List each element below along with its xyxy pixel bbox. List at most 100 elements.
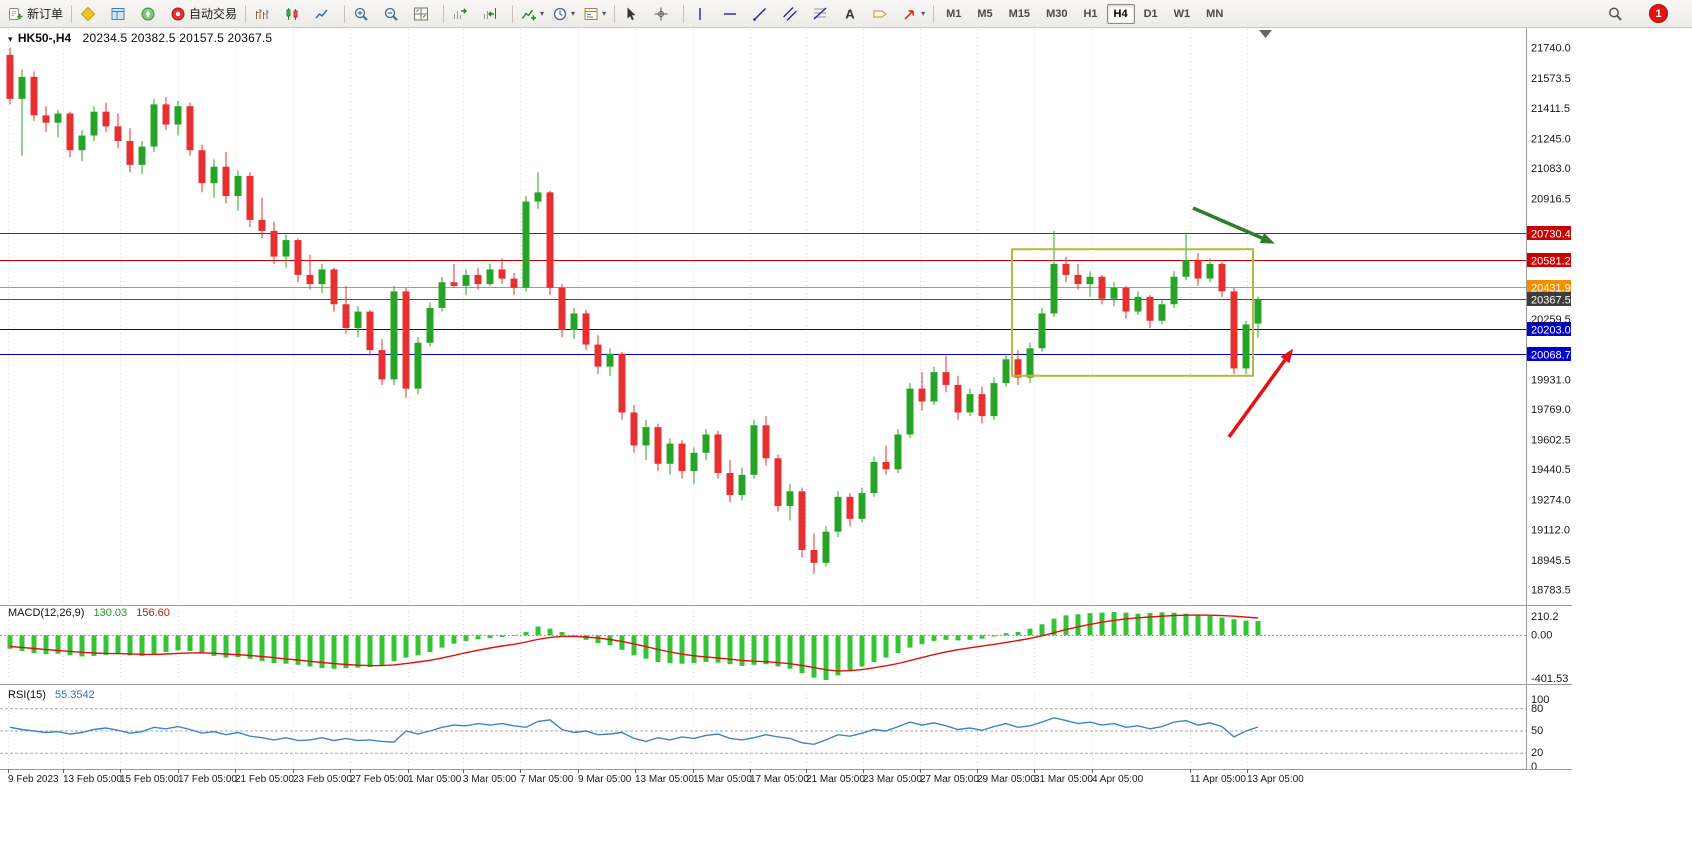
timeframe-button-d1[interactable]: D1 (1143, 7, 1158, 20)
candle (330, 269, 338, 305)
candle (894, 434, 902, 470)
toolbar-buttons: 新订单 自动交易 ▾ ▾ ▾ A ▾ M1 M5 M15 M30 H1 H4 D1 W1 MN (4, 2, 1231, 26)
hline-icon (722, 6, 738, 22)
chart-collapse-icon[interactable]: ▾ (8, 34, 13, 44)
timeframe-button-h4[interactable]: H4 (1106, 3, 1135, 24)
timeframe-button-h1[interactable]: H1 (1083, 7, 1098, 20)
fibonacci-button[interactable] (808, 2, 838, 26)
timeframe-button-m15[interactable]: M15 (1008, 7, 1031, 20)
candle (402, 291, 410, 389)
indicators-button[interactable]: ▾ (517, 2, 548, 26)
toolbar-separator (245, 4, 247, 23)
candle (162, 104, 170, 125)
crosshair-button[interactable] (649, 2, 679, 26)
candle (342, 304, 350, 329)
autotrading-button-label: 自动交易 (189, 7, 238, 21)
candle (498, 269, 506, 279)
price-label: 21411.5 (1531, 103, 1570, 115)
tile-windows-button[interactable] (409, 2, 439, 26)
price-label: 20259.5 (1531, 314, 1571, 326)
candle (426, 307, 434, 343)
candlestick-icon (284, 6, 300, 22)
red-arrow-annotation[interactable] (1227, 348, 1294, 439)
new-order-button[interactable]: 新订单 (4, 2, 67, 26)
candle (438, 282, 446, 308)
vertical-line-button[interactable] (688, 2, 718, 26)
candle (774, 458, 782, 506)
chart-shift-marker[interactable] (1259, 30, 1272, 38)
time-label: 23 Feb 05:00 (293, 774, 352, 785)
line-chart-button[interactable] (310, 2, 340, 26)
candle (210, 166, 218, 184)
time-label: 1 Mar 05:00 (408, 774, 462, 785)
autotrading-button[interactable]: 自动交易 (166, 2, 241, 26)
macd-indicator-label: MACD(12,26,9) 130.03 156.60 (8, 607, 170, 619)
candle (918, 388, 926, 402)
macd-scale-label: -401.53 (1531, 673, 1568, 685)
candle (222, 166, 230, 197)
time-label: 9 Mar 05:00 (578, 774, 632, 785)
zoom-out-button[interactable] (379, 2, 409, 26)
candlestick-chart-button[interactable] (280, 2, 310, 26)
price-badge-value: 20068.7 (1531, 350, 1571, 362)
timeframe-button-mn[interactable]: MN (1206, 7, 1224, 20)
search-button[interactable] (1603, 2, 1633, 26)
candle (606, 353, 614, 367)
trendline-button[interactable] (748, 2, 778, 26)
cursor-button[interactable] (619, 2, 649, 26)
candle (450, 282, 458, 286)
timeframe-button-m30[interactable]: M30 (1046, 7, 1068, 20)
time-label: 4 Apr 05:00 (1092, 774, 1144, 785)
periods-button[interactable]: ▾ (548, 2, 579, 26)
rsi-indicator-label: RSI(15) 55.3542 (8, 689, 95, 701)
timeframe-button-w1[interactable]: W1 (1173, 7, 1191, 20)
range-box[interactable] (1011, 248, 1254, 377)
candle (198, 150, 206, 184)
green-arrow-annotation[interactable] (1192, 206, 1275, 244)
candle (642, 427, 650, 446)
auto-scroll-icon (452, 6, 468, 22)
new-order-button-label: 新订单 (27, 7, 64, 21)
candle (1170, 276, 1178, 305)
candle (1026, 348, 1034, 378)
candle (750, 425, 758, 475)
navigator-button[interactable] (136, 2, 166, 26)
candle (906, 388, 914, 435)
templates-button[interactable]: ▾ (579, 2, 610, 26)
zoom-in-button[interactable] (349, 2, 379, 26)
candle (762, 425, 770, 459)
text-button[interactable]: A (838, 2, 868, 26)
candle (654, 427, 662, 464)
arrows-button[interactable]: ▾ (898, 2, 929, 26)
candle (726, 472, 734, 495)
candle (258, 219, 266, 231)
candle (366, 311, 374, 351)
timeframe-button-m1[interactable]: M1 (946, 7, 962, 20)
time-label: 3 Mar 05:00 (463, 774, 517, 785)
time-label: 21 Mar 05:00 (806, 774, 865, 785)
auto-scroll-button[interactable] (448, 2, 478, 26)
candle (378, 350, 386, 380)
timeframe-button-m5[interactable]: M5 (977, 7, 993, 20)
ohlc-readout: 20234.5 20382.5 20157.5 20367.5 (82, 31, 273, 45)
candle (990, 383, 998, 417)
candle (1110, 287, 1118, 299)
bar-chart-button[interactable] (250, 2, 280, 26)
horizontal-line-button[interactable] (718, 2, 748, 26)
notification-badge[interactable]: 1 (1649, 4, 1668, 23)
candle (582, 313, 590, 345)
text-label-button[interactable] (868, 2, 898, 26)
price-label: 18945.5 (1531, 555, 1571, 567)
chart-shift-button[interactable] (478, 2, 508, 26)
candle (702, 434, 710, 453)
equidistant-channel-button[interactable] (778, 2, 808, 26)
candle (714, 434, 722, 473)
macd-scale-label: 210.2 (1531, 611, 1559, 623)
market-watch-button[interactable] (76, 2, 106, 26)
candle (1206, 263, 1214, 279)
rsi-scale-label: 20 (1531, 747, 1543, 759)
time-label: 23 Mar 05:00 (863, 774, 922, 785)
data-window-button[interactable] (106, 2, 136, 26)
time-label: 27 Feb 05:00 (350, 774, 409, 785)
